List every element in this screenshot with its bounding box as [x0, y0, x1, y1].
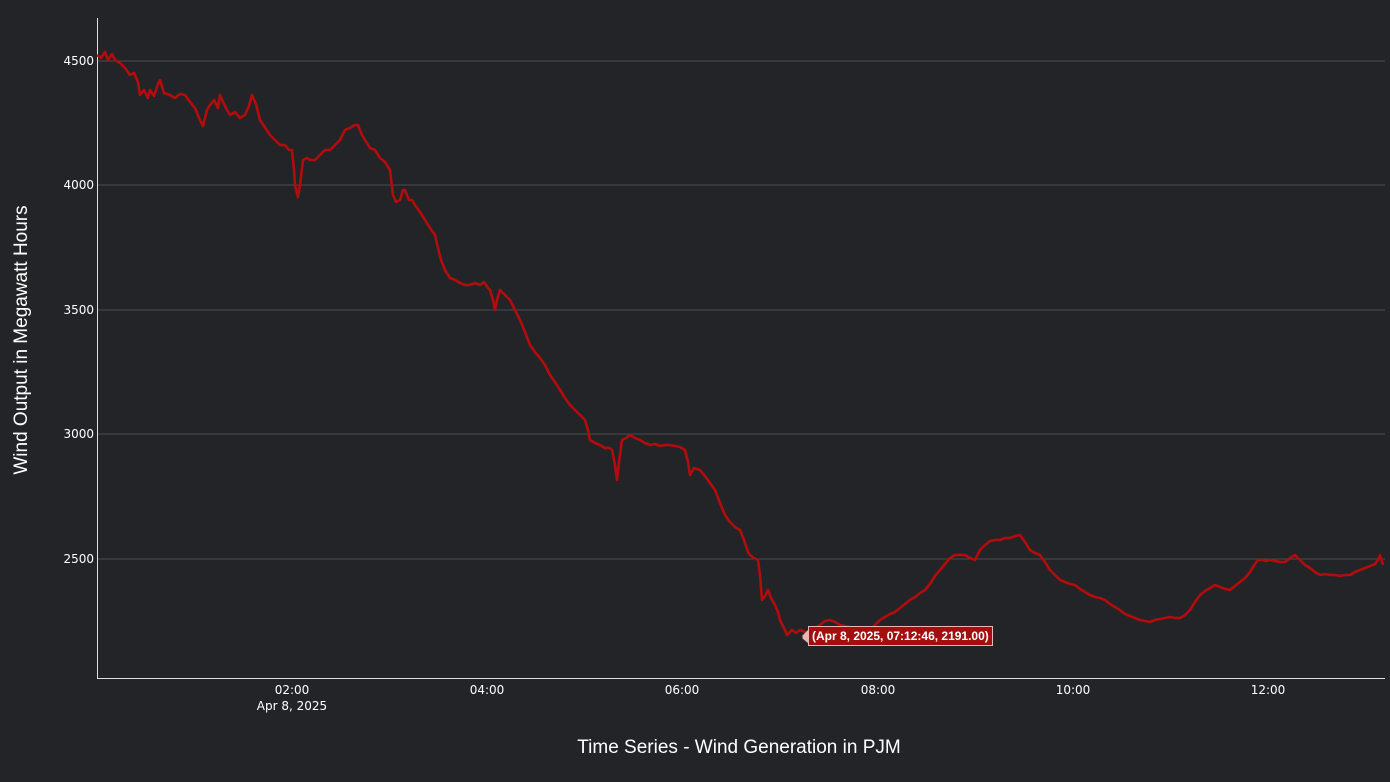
y-tick-4500: 4500 [63, 54, 94, 68]
y-tick-4000: 4000 [63, 178, 94, 192]
x-tick-1000: 10:00 [1055, 683, 1091, 697]
x-tick-0600: 06:00 [664, 683, 700, 697]
y-tick-3000: 3000 [63, 427, 94, 441]
x-tick-0400: 04:00 [469, 683, 505, 697]
gridlines [97, 60, 1385, 560]
x-tick-date: Apr 8, 2025 [256, 699, 328, 713]
hover-tooltip: (Apr 8, 2025, 07:12:46, 2191.00) [802, 626, 993, 646]
y-tick-2500: 2500 [63, 552, 94, 566]
x-tick-1200: 12:00 [1250, 683, 1286, 697]
y-tick-3500: 3500 [63, 303, 94, 317]
wind-generation-series[interactable] [96, 50, 1385, 637]
chart-title: Time Series - Wind Generation in PJM [577, 737, 901, 758]
x-tick-time: 02:00 [274, 683, 310, 697]
x-tick-0200: 02:00 Apr 8, 2025 [257, 682, 327, 714]
x-tick-0800: 08:00 [860, 683, 896, 697]
y-axis-title: Wind Output in Megawatt Hours [11, 205, 32, 475]
